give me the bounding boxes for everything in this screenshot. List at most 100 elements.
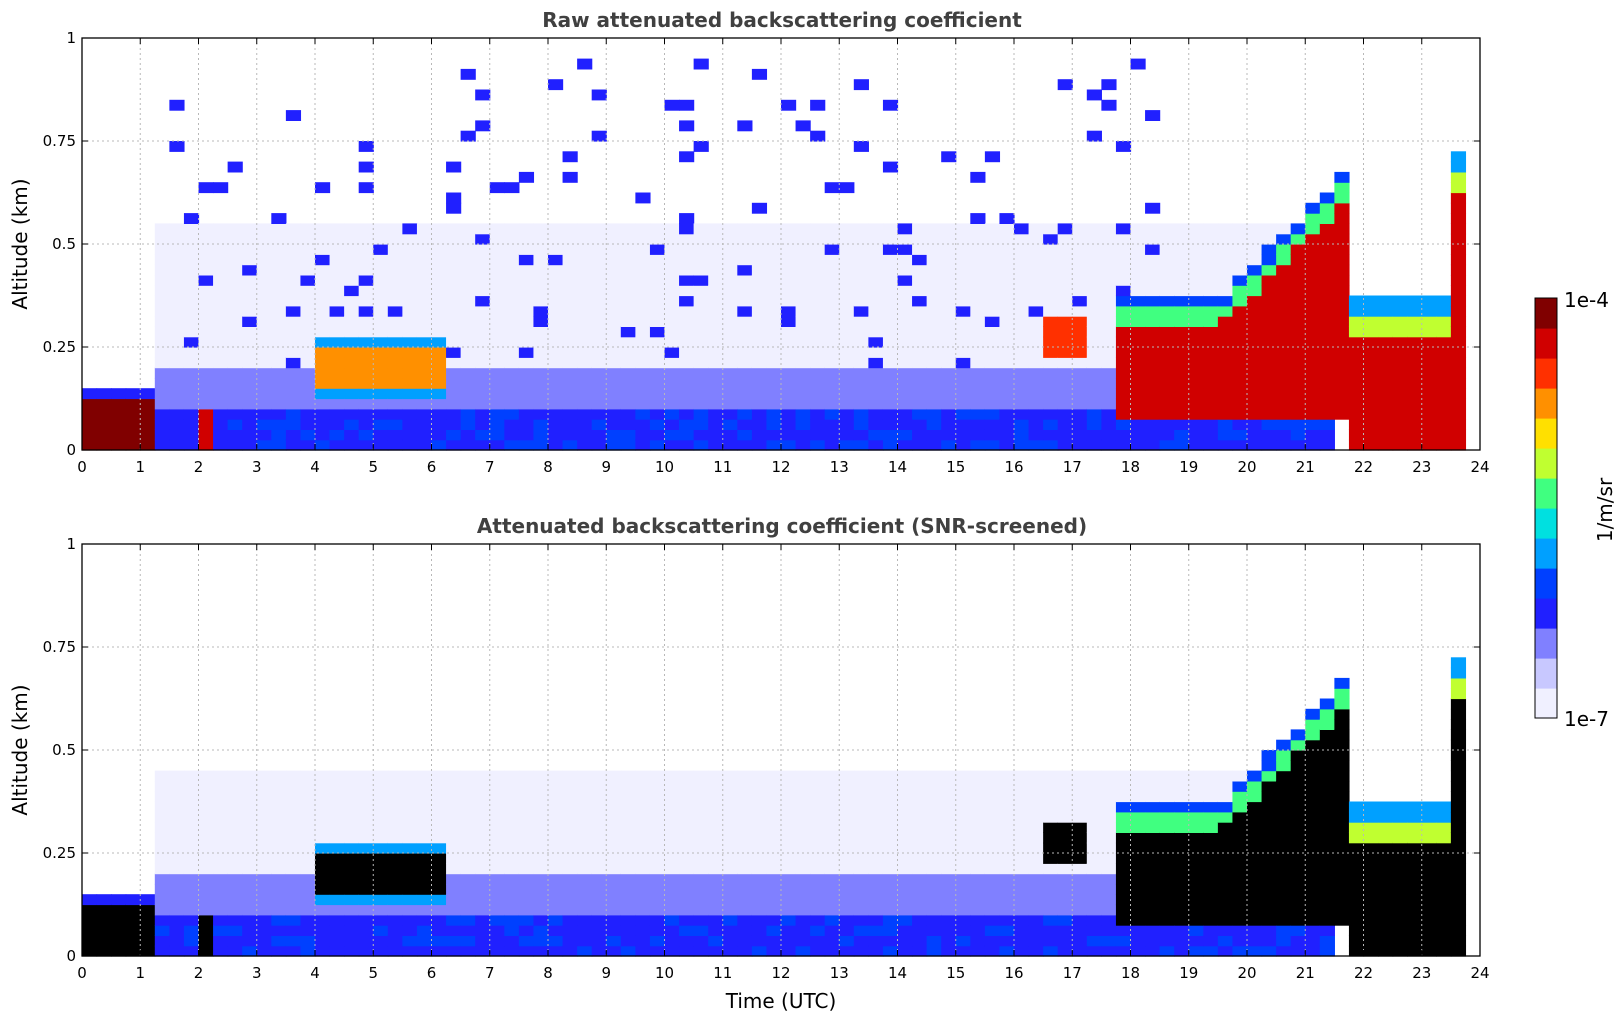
heatmap-cell [154,264,170,276]
heatmap-cell [169,811,185,823]
heatmap-cell [1072,863,1088,875]
heatmap-cell [1407,925,1423,936]
heatmap-cell [722,832,738,844]
heatmap-cell [504,295,520,307]
heatmap-cell [1072,377,1088,389]
heatmap-cell [766,223,782,235]
heatmap-cell [460,274,476,286]
heatmap-cell [664,244,680,255]
heatmap-cell [329,780,345,792]
heatmap-cell [751,832,768,844]
x-tick-label: 5 [368,964,378,982]
heatmap-cell [475,357,491,369]
heatmap-cell [198,894,214,906]
heatmap-cell [1334,708,1350,720]
heatmap-cell [606,842,622,854]
heatmap-cell [679,904,695,916]
heatmap-cell [1290,822,1306,833]
heatmap-cell [984,377,1001,389]
heatmap-cell [169,945,185,957]
heatmap-cell [1378,305,1394,317]
heatmap-cell [1115,822,1132,833]
heatmap-cell [1057,945,1073,957]
heatmap-cell [620,419,636,430]
heatmap-cell [169,780,185,792]
heatmap-cell [1319,719,1335,730]
heatmap-cell [1043,832,1059,844]
heatmap-cell [970,439,986,451]
heatmap-cell [1217,336,1234,348]
heatmap-cell [999,429,1015,441]
heatmap-cell [1086,223,1102,235]
heatmap-cell [1101,935,1117,947]
heatmap-cell [679,832,695,844]
heatmap-cell [504,367,520,379]
heatmap-cell [722,305,738,317]
heatmap-cell [606,347,622,358]
heatmap-cell [1086,925,1102,936]
heatmap-cell [1305,254,1321,266]
heatmap-cell [751,202,768,214]
colorbar-segment [1535,388,1557,419]
heatmap-cell [271,894,287,906]
heatmap-cell [1057,388,1073,400]
heatmap-cell [198,347,214,358]
heatmap-cell [315,873,331,885]
heatmap-cell [620,904,636,916]
heatmap-cell [853,811,869,823]
heatmap-cell [1363,305,1379,317]
heatmap-cell [1378,388,1394,400]
heatmap-cell [606,336,622,348]
heatmap-cell [1043,801,1059,813]
heatmap-cell [941,811,957,823]
heatmap-cell [1101,801,1117,813]
heatmap-cell [344,223,360,235]
heatmap-cell [810,883,826,895]
heatmap-cell [1072,295,1088,307]
heatmap-cell [1188,305,1204,317]
heatmap-cell [853,388,869,400]
heatmap-cell [358,935,374,947]
heatmap-cell [227,408,243,420]
heatmap-cell [300,770,316,782]
heatmap-cell [606,305,622,317]
heatmap-cell [154,842,170,854]
heatmap-cell [460,935,476,947]
heatmap-cell [810,264,826,276]
heatmap-cell [722,295,738,307]
y-tick-label: 1 [66,29,76,47]
heatmap-cell [970,223,986,235]
heatmap-cell [606,780,622,792]
heatmap-cell [1130,316,1146,327]
heatmap-cell [475,367,491,379]
heatmap-cell [154,419,170,430]
heatmap-cell [315,780,331,792]
heatmap-cell [1319,202,1335,214]
heatmap-cell [897,254,913,266]
heatmap-cell [548,935,564,947]
heatmap-cell [96,945,112,957]
heatmap-cell [708,945,724,957]
heatmap-cell [242,935,258,947]
heatmap-cell [548,223,564,235]
heatmap-cell [606,904,622,916]
heatmap-cell [941,274,957,286]
heatmap-cell [1145,904,1161,916]
heatmap-cell [1028,894,1044,906]
heatmap-cell [1174,439,1190,451]
heatmap-cell [722,904,738,916]
heatmap-cell [591,439,607,451]
heatmap-cell [213,388,229,400]
heatmap-cell [824,883,840,895]
heatmap-cell [518,904,535,916]
heatmap-cell [1115,842,1132,854]
heatmap-cell [154,254,170,266]
heatmap-cell [489,285,505,297]
heatmap-cell [358,780,374,792]
heatmap-cell [344,408,360,420]
heatmap-cell [999,213,1015,224]
heatmap-cell [1348,357,1365,369]
heatmap-cell [722,367,738,379]
heatmap-cell [315,935,331,947]
heatmap-cell [489,811,505,823]
